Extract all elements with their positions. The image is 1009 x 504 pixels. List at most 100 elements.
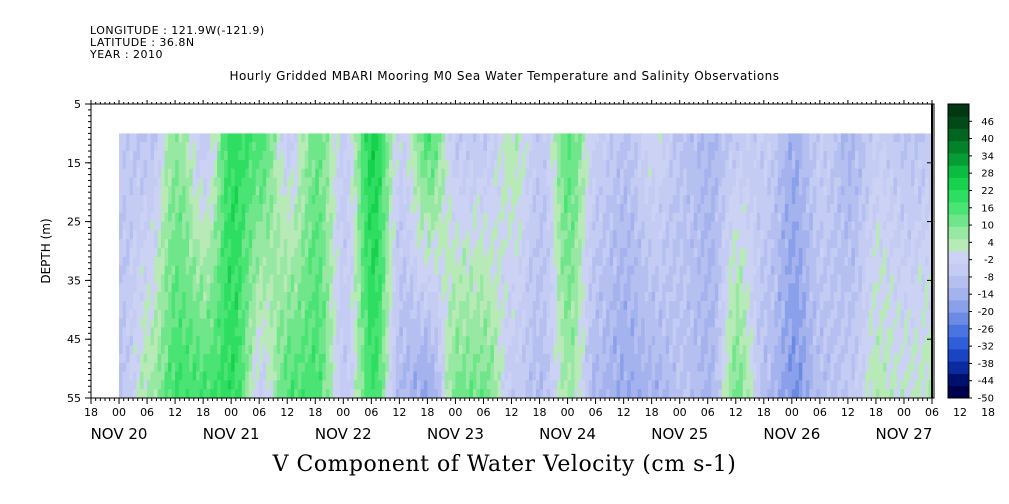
- heatmap-cell: [346, 212, 351, 222]
- heatmap-cell: [402, 309, 407, 320]
- heatmap-cell: [686, 274, 691, 284]
- heatmap-cell: [220, 203, 225, 214]
- heatmap-cell: [662, 283, 667, 293]
- heatmap-cell: [679, 371, 684, 381]
- heatmap-cell: [143, 353, 148, 364]
- heatmap-cell: [483, 248, 488, 258]
- heatmap-cell: [301, 203, 306, 214]
- heatmap-cell: [420, 195, 425, 205]
- heatmap-cell: [536, 353, 540, 364]
- heatmap-cell: [669, 389, 674, 399]
- heatmap-cell: [252, 212, 257, 222]
- heatmap-cell: [620, 203, 625, 214]
- heatmap-cell: [189, 265, 194, 275]
- heatmap-cell: [227, 177, 232, 187]
- heatmap-cell: [564, 142, 568, 152]
- heatmap-cell: [185, 151, 190, 161]
- heatmap-cell: [623, 353, 628, 364]
- heatmap-cell: [262, 248, 267, 258]
- heatmap-cell: [637, 327, 642, 337]
- heatmap-cell: [434, 151, 439, 161]
- heatmap-cell: [441, 336, 446, 346]
- heatmap-cell: [462, 256, 467, 267]
- heatmap-cell: [483, 142, 488, 152]
- heatmap-cell: [571, 318, 575, 328]
- heatmap-cell: [543, 362, 547, 372]
- heatmap-cell: [578, 239, 582, 249]
- heatmap-cell: [332, 186, 337, 196]
- heatmap-cell: [126, 371, 130, 381]
- heatmap-cell: [486, 151, 491, 161]
- heatmap-cell: [339, 353, 344, 364]
- heatmap-cell: [500, 336, 505, 346]
- heatmap-cell: [465, 230, 470, 240]
- heatmap-cell: [585, 221, 589, 231]
- heatmap-cell: [143, 283, 148, 293]
- heatmap-cell: [676, 133, 681, 143]
- heatmap-cell: [525, 274, 530, 284]
- heatmap-cell: [385, 380, 390, 390]
- heatmap-cell: [371, 283, 376, 293]
- heatmap-cell: [532, 159, 537, 170]
- heatmap-cell: [462, 318, 467, 328]
- heatmap-cell: [479, 203, 484, 214]
- heatmap-cell: [515, 186, 519, 196]
- heatmap-cell: [220, 133, 225, 143]
- heatmap-cell: [627, 159, 632, 170]
- heatmap-cell: [343, 186, 348, 196]
- heatmap-cell: [213, 256, 218, 267]
- heatmap-cell: [189, 212, 194, 222]
- heatmap-cell: [311, 248, 316, 258]
- heatmap-cell: [465, 300, 470, 311]
- heatmap-cell: [420, 318, 425, 328]
- heatmap-cell: [346, 177, 351, 187]
- heatmap-cell: [550, 362, 554, 372]
- heatmap-cell: [336, 345, 341, 355]
- heatmap-cell: [371, 151, 376, 161]
- heatmap-cell: [522, 292, 526, 302]
- heatmap-cell: [126, 283, 130, 293]
- heatmap-cell: [315, 203, 320, 214]
- heatmap-cell: [259, 318, 264, 328]
- heatmap-cell: [357, 221, 362, 231]
- heatmap-cell: [465, 345, 470, 355]
- heatmap-cell: [630, 142, 635, 152]
- heatmap-cell: [690, 230, 695, 240]
- heatmap-cell: [395, 168, 400, 178]
- heatmap-cell: [185, 292, 190, 302]
- heatmap-cell: [609, 168, 614, 178]
- heatmap-cell: [192, 389, 197, 399]
- heatmap-cell: [301, 327, 306, 337]
- heatmap-cell: [255, 353, 260, 364]
- heatmap-cell: [252, 371, 257, 381]
- heatmap-cell: [564, 221, 568, 231]
- heatmap-cell: [665, 345, 670, 355]
- heatmap-cell: [147, 389, 151, 399]
- heatmap-cell: [669, 327, 674, 337]
- heatmap-cell: [641, 256, 646, 267]
- heatmap-cell: [150, 318, 155, 328]
- heatmap-cell: [602, 380, 607, 390]
- heatmap-cell: [154, 318, 158, 328]
- heatmap-cell: [206, 248, 211, 258]
- heatmap-cell: [420, 300, 425, 311]
- heatmap-cell: [683, 203, 688, 214]
- heatmap-cell: [651, 256, 656, 267]
- heatmap-cell: [472, 336, 477, 346]
- heatmap-cell: [553, 283, 558, 293]
- heatmap-cell: [133, 142, 137, 152]
- heatmap-cell: [585, 371, 589, 381]
- heatmap-cell: [364, 212, 369, 222]
- heatmap-cell: [322, 336, 327, 346]
- heatmap-cell: [213, 195, 218, 205]
- heatmap-cell: [154, 256, 158, 267]
- heatmap-cell: [490, 389, 495, 399]
- heatmap-cell: [122, 336, 127, 346]
- heatmap-cell: [644, 389, 649, 399]
- heatmap-cell: [437, 345, 442, 355]
- heatmap-cell: [693, 195, 698, 205]
- heatmap-cell: [175, 380, 179, 390]
- heatmap-cell: [339, 380, 344, 390]
- heatmap-cell: [329, 212, 334, 222]
- heatmap-cell: [276, 142, 281, 152]
